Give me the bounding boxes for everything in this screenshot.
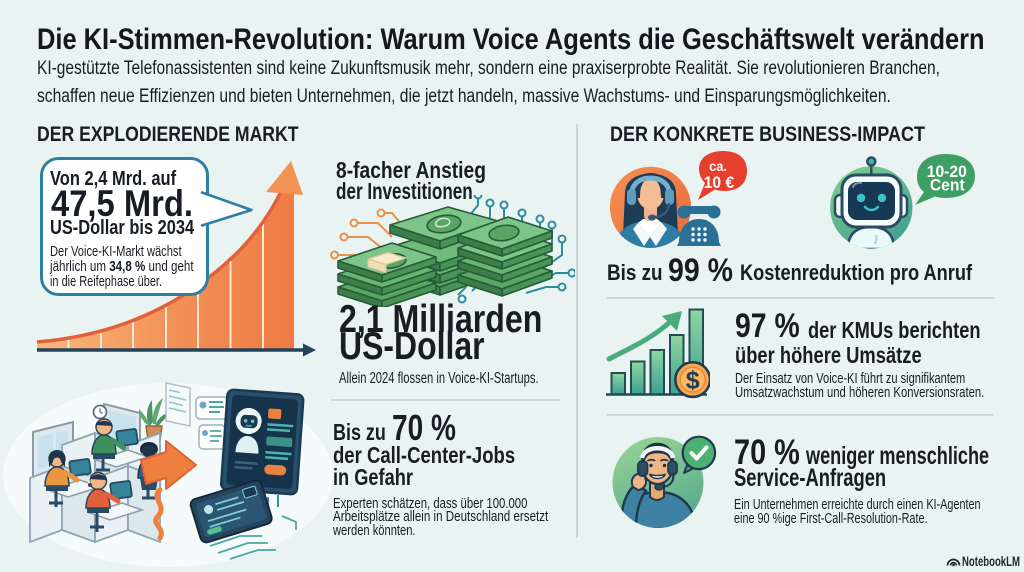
svg-text:ca.: ca. xyxy=(709,159,727,174)
svg-text:$: $ xyxy=(686,367,700,395)
svg-text:10 €: 10 € xyxy=(704,174,735,192)
svg-text:10-20: 10-20 xyxy=(927,163,967,181)
svg-text:Cent: Cent xyxy=(930,176,965,194)
